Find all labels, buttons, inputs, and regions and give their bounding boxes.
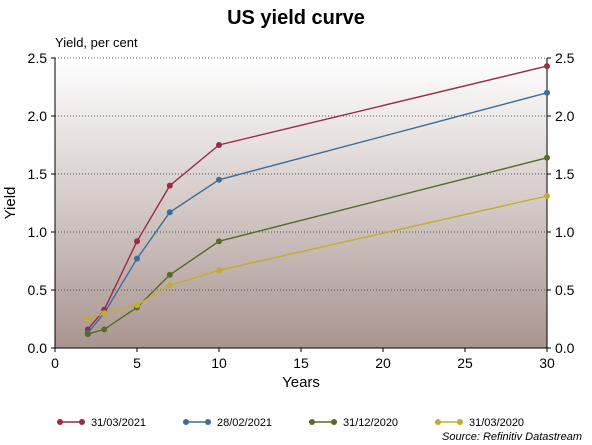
y-tick-label-right: 1.5: [555, 166, 575, 182]
axis-ticks: 0.0 0.0 0.5 0.5 1.0 1.0 1.5 1.5 2.0 2.0 2.5 2.5 0 5 10…: [28, 50, 575, 371]
data-point-series-3: [166, 271, 173, 278]
data-point-series-3: [101, 326, 108, 333]
data-point-series-2: [216, 176, 222, 183]
legend-swatch-marker: [205, 419, 211, 425]
y-tick-label-left: 0.0: [28, 340, 48, 356]
data-point-series-4: [544, 193, 550, 200]
x-tick-label: 15: [293, 355, 309, 371]
y-tick-label-right: 1.0: [555, 224, 575, 240]
y-tick-label-right: 0.0: [555, 340, 575, 356]
data-point-series-4: [216, 267, 222, 274]
legend-swatch-marker: [457, 419, 463, 425]
data-point-series-4: [84, 316, 91, 322]
legend-label: 31/03/2021: [91, 417, 146, 429]
x-tick-label: 5: [133, 355, 141, 371]
legend-label: 31/03/2020: [469, 417, 524, 429]
series-line-2: [87, 92, 548, 334]
legend-swatch-marker: [331, 419, 337, 425]
legend-swatch-marker: [183, 419, 189, 425]
x-axis-title: Years: [282, 374, 320, 391]
grid-lines: [55, 57, 547, 291]
legend-swatch-marker: [435, 419, 441, 425]
series-lines: [84, 63, 550, 338]
data-point-series-1: [216, 142, 222, 148]
data-point-series-4: [101, 310, 108, 317]
y-tick-label-left: 2.5: [28, 50, 48, 66]
chart-title: US yield curve: [227, 7, 365, 29]
data-point-series-2: [166, 209, 173, 216]
x-tick-label: 20: [375, 355, 391, 371]
plot-area: [55, 58, 547, 348]
data-point-series-3: [84, 331, 91, 338]
data-point-series-1: [134, 238, 140, 245]
y-tick-label-right: 2.0: [555, 108, 575, 124]
data-point-series-1: [544, 63, 550, 70]
data-point-series-1: [166, 182, 173, 189]
x-tick-label: 10: [211, 355, 227, 371]
source-note: Source: Refinitiv Datastream: [442, 431, 582, 443]
legend-swatch-marker: [57, 419, 63, 425]
y-tick-label-right: 2.5: [555, 50, 575, 66]
y-tick-label-left: 1.0: [28, 224, 48, 240]
y-tick-label-left: 2.0: [28, 108, 48, 124]
unit-label: Yield, per cent: [55, 35, 138, 50]
legend-label: 28/02/2021: [217, 417, 272, 429]
y-tick-label-left: 0.5: [28, 282, 48, 298]
legend: 31/03/2021 28/02/2021 31/12/2020 31/03/2020: [57, 417, 524, 429]
data-point-series-2: [544, 89, 550, 96]
data-point-series-4: [134, 302, 140, 309]
legend-label: 31/12/2020: [343, 417, 398, 429]
y-axis-title: Yield: [2, 187, 19, 220]
x-tick-label: 0: [51, 355, 59, 371]
data-point-series-2: [134, 255, 140, 262]
legend-swatch-marker: [309, 419, 315, 425]
y-tick-label-left: 1.5: [28, 166, 48, 182]
legend-swatch-marker: [79, 419, 85, 425]
data-point-series-3: [216, 238, 222, 245]
y-tick-label-right: 0.5: [555, 282, 575, 298]
x-tick-label: 30: [539, 355, 555, 371]
data-point-series-3: [544, 154, 550, 161]
data-point-series-4: [166, 282, 173, 289]
x-tick-label: 25: [457, 355, 473, 371]
